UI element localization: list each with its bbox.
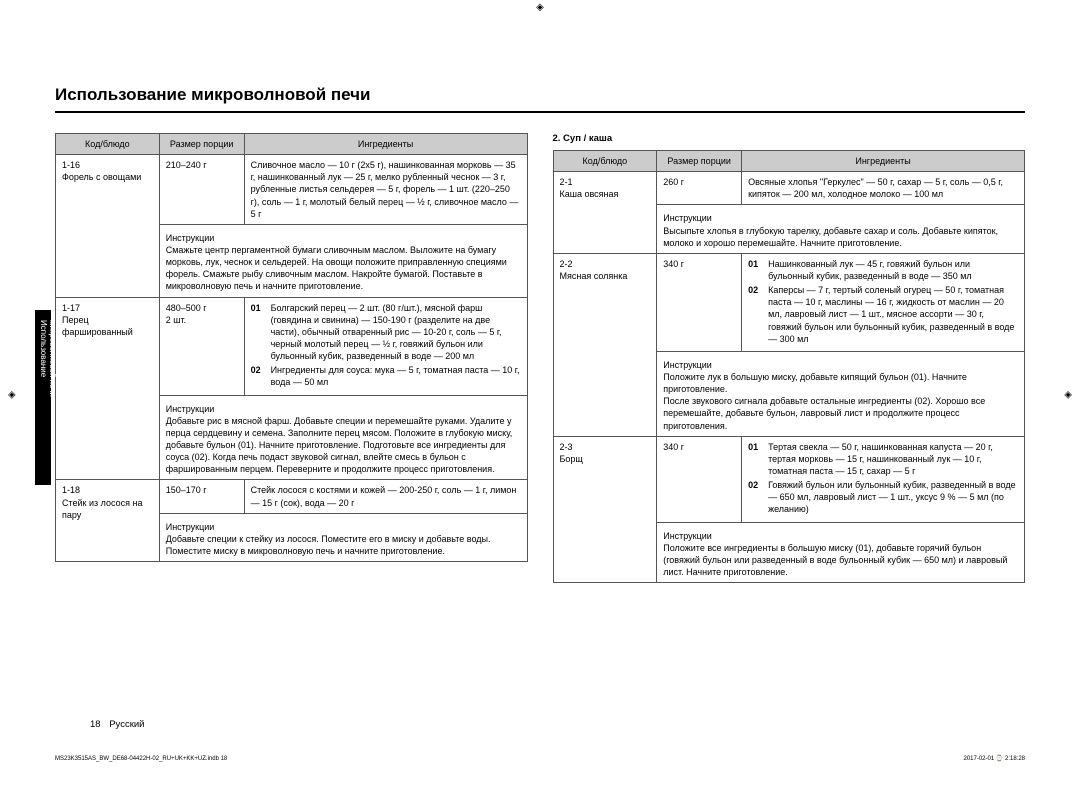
ingredient-text: Нашинкованный лук — 45 г, говяжий бульон… [768, 258, 1018, 282]
instructions-heading: Инструкции [166, 521, 521, 533]
page-title: Использование микроволновой печи [55, 85, 1025, 105]
recipe-portion-line2: 2 шт. [166, 314, 238, 326]
section-title: 2. Суп / каша [553, 133, 1026, 144]
table-row: 2-1 Каша овсяная 260 г Овсяные хлопья "Г… [553, 172, 1025, 205]
table-row: 2-2 Мясная солянка 340 г 01Нашинкованный… [553, 253, 1025, 351]
content-columns: Код/блюдо Размер порции Ингредиенты 1-16… [55, 133, 1025, 583]
crop-mark-left: ◈ [8, 390, 16, 401]
recipe-instructions: Смажьте центр пергаментной бумаги сливоч… [166, 244, 521, 293]
table-header-row: Код/блюдо Размер порции Ингредиенты [553, 151, 1025, 172]
recipe-code: 2-3 [560, 441, 651, 453]
instructions-heading: Инструкции [663, 359, 1018, 371]
left-recipe-table: Код/блюдо Размер порции Ингредиенты 1-16… [55, 133, 528, 562]
recipe-ingredients: Овсяные хлопья "Геркулес" — 50 г, сахар … [742, 172, 1025, 205]
page-number-block: 18 Русский [90, 719, 144, 730]
ingredient-text: Говяжий бульон или бульонный кубик, разв… [768, 479, 1018, 515]
col-ingredients: Ингредиенты [742, 151, 1025, 172]
page-number: 18 [90, 719, 101, 730]
recipe-portion: 210–240 г [159, 155, 244, 225]
recipe-name: Форель с овощами [62, 171, 153, 183]
footer-date: 2017-02-01 ⌚ 2:18:28 [963, 755, 1025, 762]
recipe-instructions: Добавьте рис в мясной фарш. Добавьте спе… [166, 415, 521, 476]
crop-mark-top: ◈ [536, 2, 544, 13]
recipe-portion: 340 г [657, 436, 742, 522]
recipe-code: 1-18 [62, 484, 153, 496]
ingredient-item-2: 02Каперсы — 7 г, тертый соленый огурец —… [748, 284, 1018, 345]
col-portion: Размер порции [159, 134, 244, 155]
col-ingredients: Ингредиенты [244, 134, 527, 155]
recipe-code: 1-16 [62, 159, 153, 171]
ingredient-item-1: 01Нашинкованный лук — 45 г, говяжий буль… [748, 258, 1018, 282]
instructions-heading: Инструкции [663, 212, 1018, 224]
recipe-code: 2-2 [560, 258, 651, 270]
instructions-heading: Инструкции [166, 403, 521, 415]
title-rule [55, 111, 1025, 113]
recipe-portion: 340 г [657, 253, 742, 351]
ingredient-item-2: 02Говяжий бульон или бульонный кубик, ра… [748, 479, 1018, 515]
col-code: Код/блюдо [553, 151, 657, 172]
ingredient-text: Тертая свекла — 50 г, нашинкованная капу… [768, 441, 1018, 477]
ingredient-item-1: 01Тертая свекла — 50 г, нашинкованная ка… [748, 441, 1018, 477]
side-tab: Использование микроволновой печи [35, 310, 51, 485]
recipe-ingredients: Стейк лосося с костями и кожей — 200-250… [244, 480, 527, 513]
left-column: Код/блюдо Размер порции Ингредиенты 1-16… [55, 133, 528, 583]
col-code: Код/блюдо [56, 134, 160, 155]
ingredient-text: Болгарский перец — 2 шт. (80 г/шт.), мяс… [271, 302, 521, 363]
recipe-name: Стейк из лосося на пару [62, 497, 153, 521]
recipe-code: 2-1 [560, 176, 651, 188]
recipe-portion: 150–170 г [159, 480, 244, 513]
recipe-portion-line1: 480–500 г [166, 302, 238, 314]
crop-mark-right: ◈ [1064, 390, 1072, 401]
recipe-name: Каша овсяная [560, 188, 651, 200]
language-label: Русский [109, 719, 144, 730]
recipe-ingredients: Сливочное масло — 10 г (2x5 г), нашинков… [244, 155, 527, 225]
instructions-heading: Инструкции [166, 232, 521, 244]
table-row: 1-17 Перец фаршированный 480–500 г 2 шт.… [56, 297, 528, 395]
recipe-instructions-p1: Положите лук в большую миску, добавьте к… [663, 371, 1018, 395]
footer-file-path: MS23K3515AS_BW_DE68-04422H-02_RU+UK+KK+U… [55, 756, 227, 762]
table-header-row: Код/блюдо Размер порции Ингредиенты [56, 134, 528, 155]
ingredient-text: Ингредиенты для соуса: мука — 5 г, томат… [271, 364, 521, 388]
recipe-instructions: Положите все ингредиенты в большую миску… [663, 542, 1018, 578]
recipe-instructions-p2: После звукового сигнала добавьте остальн… [663, 395, 1018, 431]
right-recipe-table: Код/блюдо Размер порции Ингредиенты 2-1 … [553, 150, 1026, 583]
instructions-heading: Инструкции [663, 530, 1018, 542]
table-row: 2-3 Борщ 340 г 01Тертая свекла — 50 г, н… [553, 436, 1025, 522]
recipe-name: Перец фаршированный [62, 314, 153, 338]
recipe-instructions: Высыпьте хлопья в глубокую тарелку, доба… [663, 225, 1018, 249]
ingredient-item-1: 01Болгарский перец — 2 шт. (80 г/шт.), м… [251, 302, 521, 363]
table-row: 1-18 Стейк из лосося на пару 150–170 г С… [56, 480, 528, 513]
table-row: 1-16 Форель с овощами 210–240 г Сливочно… [56, 155, 528, 225]
recipe-portion: 260 г [657, 172, 742, 205]
col-portion: Размер порции [657, 151, 742, 172]
recipe-instructions: Добавьте специи к стейку из лосося. Поме… [166, 533, 521, 557]
recipe-name: Борщ [560, 453, 651, 465]
ingredient-item-2: 02Ингредиенты для соуса: мука — 5 г, том… [251, 364, 521, 388]
recipe-name: Мясная солянка [560, 270, 651, 282]
ingredient-text: Каперсы — 7 г, тертый соленый огурец — 5… [768, 284, 1018, 345]
right-column: 2. Суп / каша Код/блюдо Размер порции Ин… [553, 133, 1026, 583]
recipe-code: 1-17 [62, 302, 153, 314]
